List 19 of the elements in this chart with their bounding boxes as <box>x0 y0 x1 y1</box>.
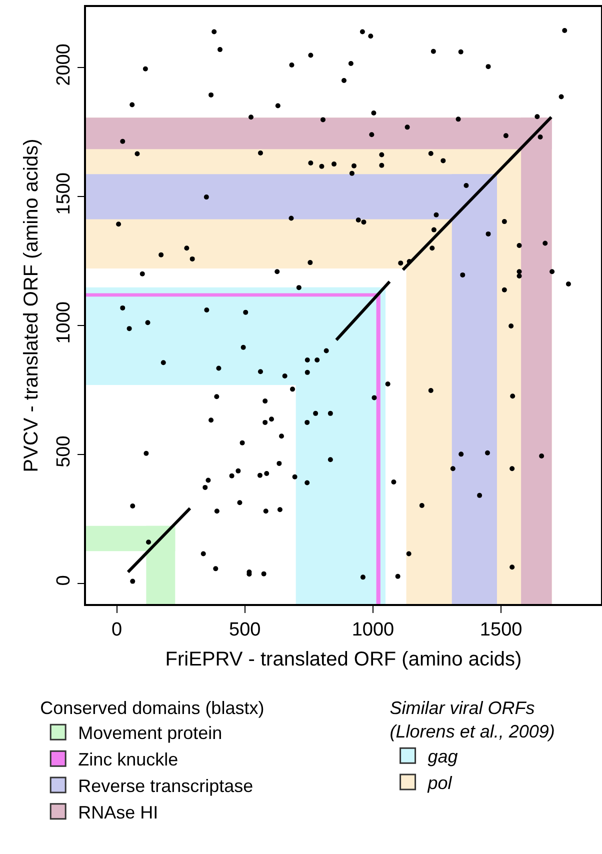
text: Similar viral ORFs (Llorens et al., 2009) <box>390 698 555 742</box>
y-axis-title: PVCV - translated ORF (amino acids) <box>20 138 43 472</box>
legend-label: Reverse transcriptase <box>78 776 254 796</box>
y-tick-label: 1000 <box>54 302 75 344</box>
y-tick-label: 500 <box>54 436 75 468</box>
x-axis-title: FriEPRV - translated ORF (amino acids) <box>165 648 522 671</box>
y-tick-label: 1500 <box>54 172 75 215</box>
legend-label: gag <box>428 746 458 767</box>
x-tick-label: 500 <box>229 620 261 641</box>
y-tick-label: 0 <box>54 575 75 586</box>
x-tick-label: 0 <box>111 620 122 641</box>
legend-label: Movement protein <box>78 723 222 744</box>
legend-label: Zinc knuckle <box>78 750 178 770</box>
legend-title: Conserved domains (blastx) <box>40 698 264 718</box>
legend-label: pol <box>426 772 453 793</box>
legend-label: RNAse HI <box>78 802 158 822</box>
y-tick-label: 2000 <box>54 44 75 86</box>
x-tick-label: 1000 <box>352 620 394 641</box>
x-tick-label: 1500 <box>480 620 522 641</box>
